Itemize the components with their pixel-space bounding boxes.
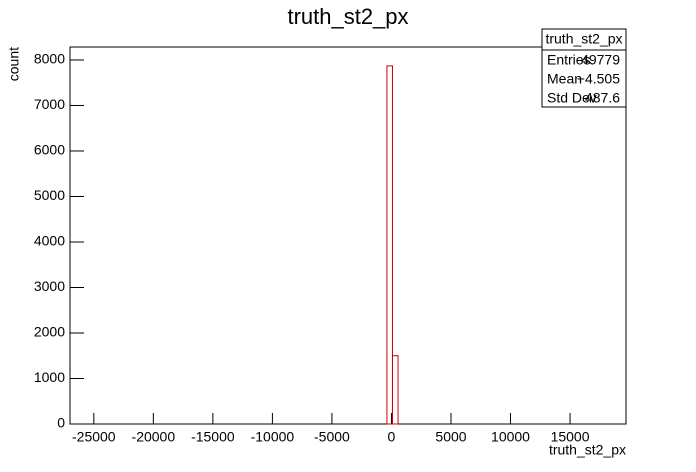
x-tick-label: -20000: [132, 429, 176, 445]
stats-value: −4.505: [577, 71, 620, 87]
histogram-bar: [391, 355, 399, 425]
x-tick-label: 5000: [435, 429, 466, 445]
chart-title: truth_st2_px: [287, 4, 408, 29]
stats-box: [541, 28, 627, 108]
x-tick-label: -10000: [251, 429, 295, 445]
y-tick-label: 0: [57, 415, 65, 431]
stats-value: 487.6: [585, 90, 620, 106]
x-axis-label: truth_st2_px: [549, 442, 626, 458]
x-tick-label: -15000: [191, 429, 235, 445]
stats-title: truth_st2_px: [545, 31, 622, 47]
x-tick-label: -25000: [72, 429, 116, 445]
stats-key: Std Dev: [547, 90, 597, 106]
x-tick-label: 10000: [491, 429, 530, 445]
x-tick-label: 0: [388, 429, 396, 445]
plot-frame: [69, 46, 627, 425]
x-tick-label: -5000: [314, 429, 350, 445]
histogram-bar: [386, 65, 393, 425]
y-tick-label: 5000: [34, 187, 65, 203]
y-tick-label: 2000: [34, 324, 65, 340]
stats-key: Mean: [547, 71, 582, 87]
stats-value: 49779: [581, 52, 620, 68]
y-tick-label: 7000: [34, 96, 65, 112]
y-tick-label: 8000: [34, 51, 65, 67]
y-tick-label: 1000: [34, 369, 65, 385]
stats-key: Entries: [547, 52, 591, 68]
y-tick-label: 3000: [34, 278, 65, 294]
y-axis-label: count: [6, 47, 22, 81]
x-tick-label: 15000: [551, 429, 590, 445]
y-tick-label: 6000: [34, 142, 65, 158]
y-tick-label: 4000: [34, 233, 65, 249]
